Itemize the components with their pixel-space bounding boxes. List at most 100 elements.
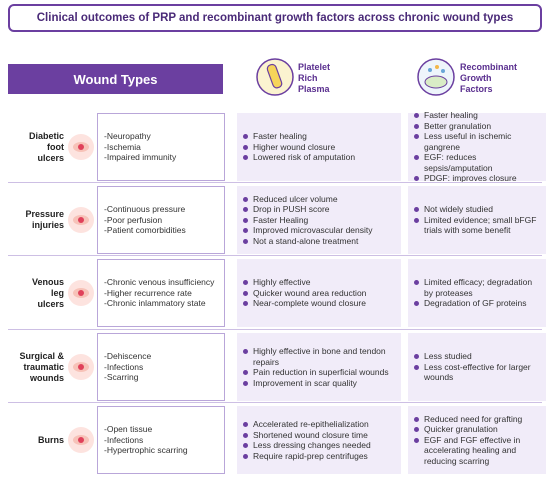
prp-item: Higher wound closure	[243, 142, 395, 153]
recombinant-item: Degradation of GF proteins	[414, 298, 540, 309]
label-line: ulcers	[37, 298, 64, 309]
feature: -Open tissue	[104, 424, 153, 435]
feature: -Chronic venous insufficiency	[104, 277, 215, 288]
feature: -Poor perfusion	[104, 214, 163, 225]
row-separator	[8, 329, 542, 330]
features-cell: -Neuropathy -Ischemia -Impaired immunity	[97, 113, 225, 181]
recombinant-item: Limited evidence; small bFGF trials with…	[414, 215, 540, 236]
wound-icon	[68, 427, 94, 453]
prp-item: Faster healing	[243, 131, 395, 142]
recombinant-item: EGF: reduces sepsis/amputation	[414, 152, 540, 173]
prp-item: Drop in PUSH score	[243, 204, 395, 215]
wound-types-header: Wound Types	[8, 64, 223, 94]
feature: -Scarring	[104, 372, 139, 383]
label-line: Surgical &	[19, 350, 64, 361]
recombinant-icon	[417, 58, 455, 96]
recombinant-item: Less useful in ischemic gangrene	[414, 131, 540, 152]
prp-item: Near-complete wound closure	[243, 298, 395, 309]
feature: -Ischemia	[104, 141, 141, 152]
recombinant-item: Not widely studied	[414, 204, 540, 215]
header-line: Recombinant	[460, 62, 518, 72]
label-line: wounds	[30, 372, 64, 383]
prp-cell: Reduced ulcer volume Drop in PUSH score Fa…	[237, 186, 401, 254]
prp-item: Require rapid-prep centrifuges	[243, 451, 395, 462]
label-line: Burns	[37, 434, 64, 445]
feature: -Patient comorbidities	[104, 225, 186, 236]
label-line: Venous	[31, 276, 64, 287]
prp-item: Pain reduction in superficial wounds	[243, 367, 395, 378]
label-line: injuries	[31, 220, 64, 230]
prp-item: Accelerated re-epithelialization	[243, 419, 395, 430]
header-line: Factors	[460, 84, 493, 94]
prp-item: Shortened wound closure time	[243, 430, 395, 441]
feature: -Infections	[104, 434, 144, 445]
recombinant-cell: Limited efficacy; degradation by proteas…	[408, 259, 546, 327]
wound-label: Surgical & traumatic wounds	[4, 333, 64, 401]
wound-label: Diabetic foot ulcers	[4, 113, 64, 181]
features-cell: -Chronic venous insufficiency -Higher rec…	[97, 259, 225, 327]
recombinant-item: Quicker granulation	[414, 424, 540, 435]
prp-item: Improved microvascular density	[243, 225, 395, 236]
prp-item: Not a stand-alone treatment	[243, 236, 395, 247]
prp-item: Highly effective in bone and tendon repa…	[243, 346, 395, 367]
label-line: Diabetic	[28, 130, 64, 141]
recombinant-cell: Reduced need for grafting Quicker granula…	[408, 406, 546, 474]
wound-icon	[68, 280, 94, 306]
prp-item: Quicker wound area reduction	[243, 288, 395, 299]
recombinant-item: EGF and FGF effective in accelerating he…	[414, 435, 540, 467]
label-line: traumatic	[23, 361, 64, 372]
recombinant-cell: Not widely studied Limited evidence; smal…	[408, 186, 546, 254]
recombinant-item: Faster healing	[414, 110, 540, 121]
header-line: Growth	[460, 73, 492, 83]
feature: -Hypertrophic scarring	[104, 445, 188, 456]
prp-item: Improvement in scar quality	[243, 378, 395, 389]
recombinant-item: PDGF: improves closure	[414, 173, 540, 184]
feature: -Continuous pressure	[104, 204, 186, 215]
prp-cell: Accelerated re-epithelialization Shortene…	[237, 406, 401, 474]
title: Clinical outcomes of PRP and recombinant…	[8, 4, 542, 32]
header-line: Rich	[298, 73, 318, 83]
row-separator	[8, 182, 542, 183]
prp-cell: Highly effective Quicker wound area reduc…	[237, 259, 401, 327]
label-line: leg	[50, 287, 64, 298]
wound-label: Pressure injuries	[4, 186, 64, 254]
wound-label: Burns	[4, 406, 64, 474]
feature: -Dehiscence	[104, 351, 152, 362]
label-line: ulcers	[37, 152, 64, 163]
recombinant-header: Recombinant Growth Factors	[460, 62, 517, 95]
features-cell: -Open tissue -Infections -Hypertrophic sca…	[97, 406, 225, 474]
feature: -Chronic inlammatory state	[104, 298, 206, 309]
feature: -Higher recurrence rate	[104, 287, 192, 298]
prp-header: Platelet Rich Plasma	[298, 62, 330, 95]
prp-item: Less dressing changes needed	[243, 440, 395, 451]
wound-icon	[68, 207, 94, 233]
feature: -Infections	[104, 361, 144, 372]
wound-icon	[68, 134, 94, 160]
prp-cell: Faster healing Higher wound closure Lowere…	[237, 113, 401, 181]
recombinant-cell: Less studied Less cost-effective for larg…	[408, 333, 546, 401]
recombinant-item: Limited efficacy; degradation by proteas…	[414, 277, 540, 298]
wound-icon	[68, 354, 94, 380]
label-line: foot	[47, 141, 64, 152]
prp-cell: Highly effective in bone and tendon repa…	[237, 333, 401, 401]
prp-item: Reduced ulcer volume	[243, 194, 395, 205]
prp-item: Faster Healing	[243, 215, 395, 226]
recombinant-item: Reduced need for grafting	[414, 414, 540, 425]
features-cell: -Dehiscence -Infections -Scarring	[97, 333, 225, 401]
wound-label: Venous leg ulcers	[4, 259, 64, 327]
header-line: Platelet	[298, 62, 331, 72]
label-line: Pressure	[25, 209, 64, 219]
recombinant-item: Better granulation	[414, 121, 540, 132]
recombinant-item: Less cost-effective for larger wounds	[414, 362, 540, 383]
feature: -Impaired immunity	[104, 152, 177, 163]
recombinant-item: Less studied	[414, 351, 540, 362]
features-cell: -Continuous pressure -Poor perfusion -Pati…	[97, 186, 225, 254]
prp-icon	[256, 58, 294, 96]
row-separator	[8, 402, 542, 403]
prp-item: Highly effective	[243, 277, 395, 288]
recombinant-cell: Faster healing Better granulation Less use…	[408, 110, 546, 184]
row-separator	[8, 255, 542, 256]
prp-item: Lowered risk of amputation	[243, 152, 395, 163]
header-line: Plasma	[298, 84, 330, 94]
